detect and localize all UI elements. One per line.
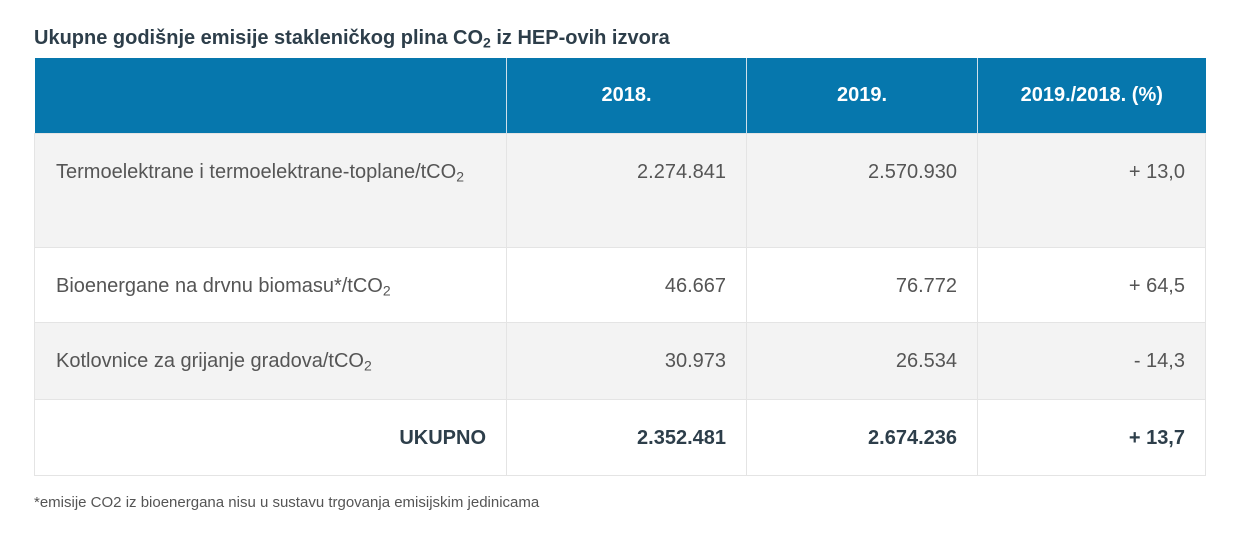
row-label-text: Termoelektrane i termoelektrane-toplane/… xyxy=(56,161,457,183)
row-label: Termoelektrane i termoelektrane-toplane/… xyxy=(34,133,507,248)
header-2018: 2018. xyxy=(506,58,747,134)
total-change: + 13,7 xyxy=(977,399,1206,476)
table-row: Kotlovnice za grijanje gradova/tCO2 30.9… xyxy=(34,322,1206,400)
row-label-subscript: 2 xyxy=(456,168,464,185)
table-title: Ukupne godišnje emisije stakleničkog pli… xyxy=(34,27,670,50)
row-label-subscript: 2 xyxy=(363,357,372,374)
value-2019: 26.534 xyxy=(746,322,978,400)
header-2019: 2019. xyxy=(746,58,978,134)
table-row: Termoelektrane i termoelektrane-toplane/… xyxy=(34,133,1206,248)
value-change: + 64,5 xyxy=(977,247,1206,323)
value-2018: 30.973 xyxy=(506,322,747,400)
header-change: 2019./2018. (%) xyxy=(977,58,1206,134)
total-label: UKUPNO xyxy=(34,399,507,476)
footnote: *emisije CO2 iz bioenergana nisu u susta… xyxy=(34,494,540,511)
value-2019: 76.772 xyxy=(746,247,978,323)
row-label-text: Kotlovnice za grijanje gradova/tCO xyxy=(56,350,364,372)
row-label: Bioenergane na drvnu biomasu*/tCO2 xyxy=(34,247,507,323)
row-label-text: Bioenergane na drvnu biomasu*/tCO xyxy=(56,275,383,297)
table-header-row: 2018. 2019. 2019./2018. (%) xyxy=(34,58,1206,134)
table-row: Bioenergane na drvnu biomasu*/tCO2 46.66… xyxy=(34,247,1206,323)
value-2018: 46.667 xyxy=(506,247,747,323)
value-2019: 2.570.930 xyxy=(746,133,978,248)
value-change: + 13,0 xyxy=(977,133,1206,248)
row-label: Kotlovnice za grijanje gradova/tCO2 xyxy=(34,322,507,400)
header-label xyxy=(34,58,507,134)
emissions-table: 2018. 2019. 2019./2018. (%) Termoelektra… xyxy=(34,58,1206,476)
title-subscript: 2 xyxy=(483,34,491,51)
total-row: UKUPNO 2.352.481 2.674.236 + 13,7 xyxy=(34,399,1206,476)
title-text: Ukupne godišnje emisije stakleničkog pli… xyxy=(34,27,484,49)
total-2018: 2.352.481 xyxy=(506,399,747,476)
value-2018: 2.274.841 xyxy=(506,133,747,248)
row-label-subscript: 2 xyxy=(382,282,391,299)
value-change: - 14,3 xyxy=(977,322,1206,400)
total-2019: 2.674.236 xyxy=(746,399,978,476)
title-suffix: iz HEP-ovih izvora xyxy=(490,27,670,49)
